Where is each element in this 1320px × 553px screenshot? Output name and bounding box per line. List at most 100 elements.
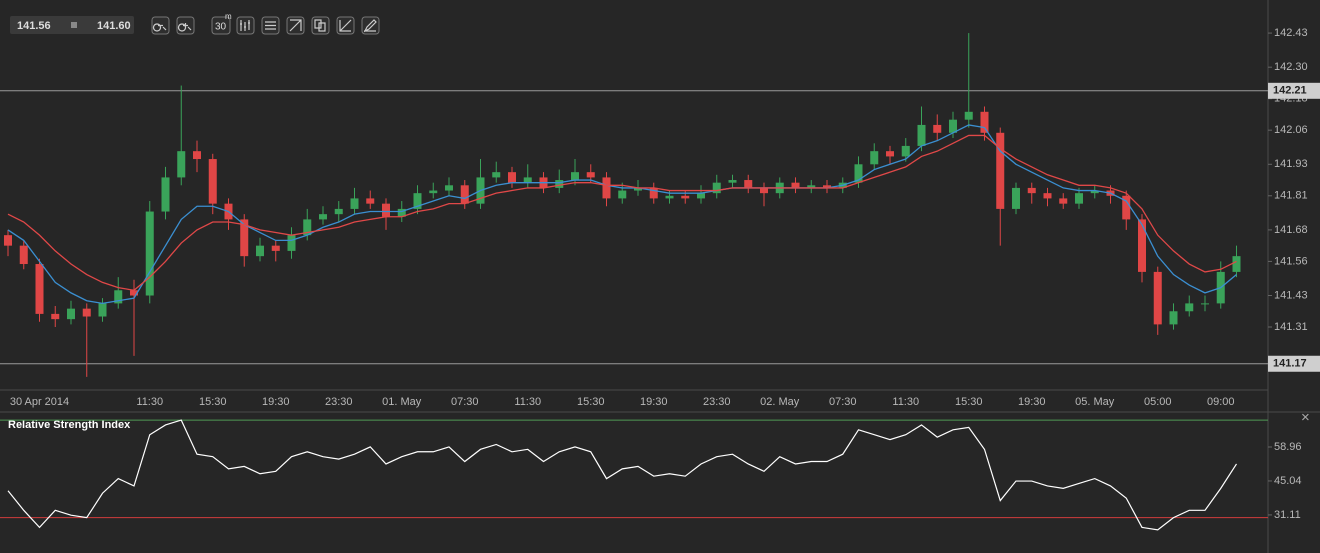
x-tick-label: 11:30 [136, 396, 163, 408]
candle-body [492, 172, 501, 178]
y-tick-label: 58.96 [1274, 441, 1302, 453]
trend-button[interactable] [336, 16, 355, 35]
x-tick-label: 09:00 [1207, 396, 1235, 408]
close-button[interactable]: × [1301, 409, 1310, 426]
candle-body [823, 185, 831, 188]
x-tick-label: 19:30 [262, 396, 290, 408]
price-label-bg [1268, 355, 1320, 372]
x-tick-label: 15:30 [577, 396, 605, 408]
candle-body [996, 132, 1005, 209]
candle-body [413, 193, 422, 209]
candle-body [901, 145, 910, 157]
x-tick-label: 05:00 [1144, 396, 1172, 408]
candle-body [1027, 187, 1036, 194]
x-tick-label: 07:30 [829, 396, 857, 408]
rsi-title: Relative Strength Index [8, 419, 131, 431]
candle-body [287, 235, 296, 251]
y-tick-label: 142.43 [1274, 27, 1308, 39]
x-tick-label: 11:30 [514, 396, 541, 408]
x-tick-label: 01. May [382, 396, 422, 408]
candle-body [445, 185, 453, 191]
ask: 141.60 [97, 20, 131, 32]
x-tick-label: 07:30 [451, 396, 479, 408]
candle-body [933, 124, 942, 133]
y-tick-label: 141.43 [1274, 289, 1308, 301]
zoom-in-button[interactable] [176, 16, 195, 35]
candle-body [350, 198, 359, 209]
candle-body [586, 172, 595, 178]
candle-body [460, 185, 469, 204]
candle-body [240, 219, 249, 257]
candle-body [728, 180, 737, 183]
candle-body [1153, 271, 1162, 325]
indicators-button[interactable] [261, 16, 280, 35]
candle-body [523, 177, 532, 183]
candle-body [1201, 303, 1209, 305]
candle-body [1169, 311, 1178, 325]
x-tick-label: 23:30 [325, 396, 353, 408]
candle-body [1185, 303, 1194, 312]
candle-body [649, 187, 658, 199]
pencil-button[interactable] [361, 16, 380, 35]
candle-body [1043, 193, 1052, 199]
chart-type-button[interactable] [236, 16, 255, 35]
quote-box: 141.56 141.60 [10, 16, 134, 34]
candle-body [697, 193, 705, 199]
candle-body [19, 245, 28, 265]
candle-body [98, 303, 107, 317]
candle-body [949, 119, 957, 133]
candle-body [67, 308, 75, 320]
y-tick-label: 142.30 [1274, 61, 1308, 73]
y-tick-label: 45.04 [1274, 475, 1302, 487]
candle-body [303, 219, 312, 236]
y-tick-label: 141.68 [1274, 224, 1308, 236]
candle-body [807, 185, 816, 188]
candle-body [429, 190, 438, 194]
candle-body [114, 290, 123, 304]
candle-body [744, 180, 753, 188]
x-tick-label: 15:30 [199, 396, 227, 408]
draw-line-button[interactable] [286, 16, 305, 35]
candle-body [791, 182, 800, 188]
y-tick-label: 142.06 [1274, 124, 1308, 136]
candle-body [712, 182, 721, 194]
interval-unit: m [225, 12, 232, 21]
price-label-bg [1268, 82, 1320, 99]
candle-body [681, 195, 690, 199]
candle-body [634, 187, 642, 191]
candle-body [208, 159, 217, 204]
interval-button[interactable]: 30 m [211, 12, 232, 35]
candle-body [35, 264, 44, 314]
price-label: 142.21 [1273, 85, 1307, 97]
candle-body [1122, 195, 1131, 220]
separator [71, 22, 77, 28]
copy-button[interactable] [311, 16, 330, 35]
zoom-out-button[interactable] [151, 16, 170, 35]
candle-body [870, 151, 879, 165]
x-tick-label: 11:30 [892, 396, 919, 408]
candle-body [1232, 256, 1241, 272]
y-tick-label: 141.56 [1274, 255, 1308, 267]
candle-body [1075, 193, 1083, 204]
candle-body [366, 198, 375, 204]
candle-body [1059, 198, 1068, 204]
candle-body [964, 111, 973, 120]
candle-body [130, 290, 138, 296]
candle-body [886, 151, 894, 157]
y-tick-label: 141.81 [1274, 190, 1308, 202]
candle-body [193, 151, 201, 160]
x-tick-label: 05. May [1075, 396, 1115, 408]
candle-body [571, 172, 579, 181]
candle-body [4, 235, 12, 246]
candle-body [82, 308, 91, 317]
price-label: 141.17 [1273, 358, 1307, 370]
moving-average [7, 134, 1237, 291]
candle-body [382, 203, 390, 217]
bid: 141.56 [17, 20, 51, 32]
candle-body [256, 245, 264, 257]
x-tick-label: 30 Apr 2014 [10, 396, 69, 408]
x-tick-label: 19:30 [640, 396, 668, 408]
candle-body [854, 164, 863, 183]
